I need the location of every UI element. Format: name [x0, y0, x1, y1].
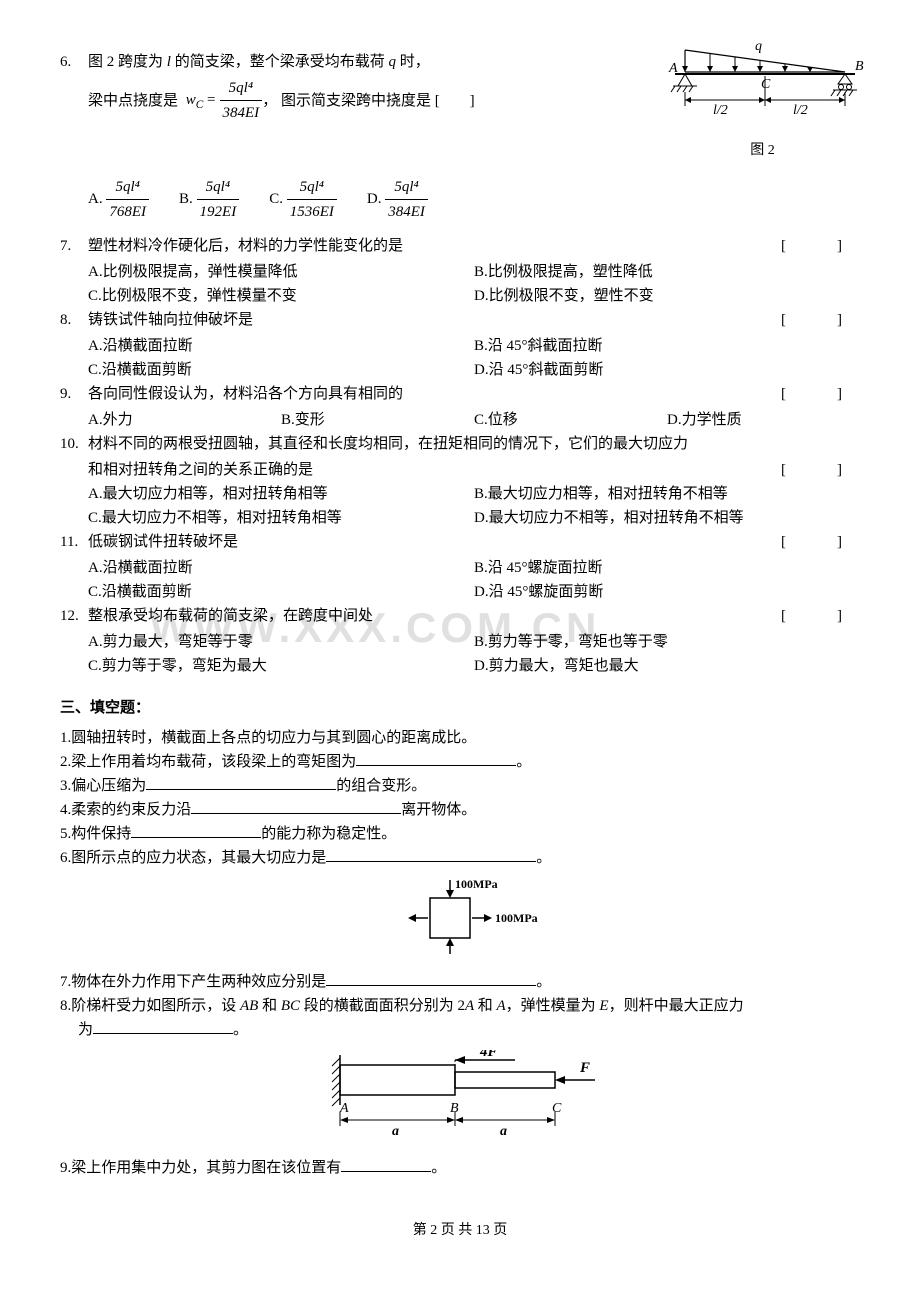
question-8: 8. 铸铁试件轴向拉伸破坏是 [ ]: [60, 308, 860, 332]
svg-text:F: F: [579, 1060, 590, 1076]
q7-options: A.比例极限提高，弹性模量降低B.比例极限提高，塑性降低: [88, 260, 860, 284]
q11-bracket: [ ]: [781, 530, 860, 554]
q9-B: B.变形: [281, 408, 474, 432]
q12-A: A.剪力最大，弯矩等于零: [88, 630, 474, 654]
svg-text:a: a: [392, 1124, 399, 1139]
fill-9: 9.梁上作用集中力处，其剪力图在该位置有。: [60, 1156, 860, 1180]
question-12: 12. 整根承受均布载荷的简支梁，在跨度中间处 [ ]: [60, 604, 860, 628]
svg-text:B: B: [855, 59, 864, 74]
q10-A: A.最大切应力相等，相对扭转角相等: [88, 482, 474, 506]
fill-8-line2: 为。: [78, 1018, 860, 1042]
q10-D: D.最大切应力不相等，相对扭转角不相等: [474, 506, 860, 530]
q6-optB: B. 5ql⁴192EI: [179, 175, 239, 224]
q8-options: A.沿横截面拉断B.沿 45°斜截面拉断: [88, 334, 860, 358]
q11-num: 11.: [60, 530, 88, 554]
q12-C: C.剪力等于零，弯矩为最大: [88, 654, 474, 678]
q8-B: B.沿 45°斜截面拉断: [474, 334, 860, 358]
q8-D: D.沿 45°斜截面剪断: [474, 358, 860, 382]
q11-text: 低碳钢试件扭转破坏是: [88, 534, 238, 550]
q10-bracket: [ ]: [781, 458, 860, 482]
q6-text-c: 时，: [400, 54, 430, 70]
q10-options: A.最大切应力相等，相对扭转角相等B.最大切应力相等，相对扭转角不相等: [88, 482, 860, 506]
q6-options: A. 5ql⁴768EI B. 5ql⁴192EI C. 5ql⁴1536EI …: [88, 175, 860, 224]
fill-5: 5.构件保持的能力称为稳定性。: [60, 822, 860, 846]
figure-2-label: 图 2: [655, 140, 870, 162]
question-10: 10. 材料不同的两根受扭圆轴，其直径和长度均相同，在扭矩相同的情况下，它们的最…: [60, 432, 860, 456]
q9-A: A.外力: [88, 408, 281, 432]
q6-num: 6.: [60, 50, 88, 74]
beam-diagram-svg: q A C B l/2 l/2: [655, 42, 870, 132]
fill-2: 2.梁上作用着均布载荷，该段梁上的弯矩图为。: [60, 750, 860, 774]
question-9: 9. 各向同性假设认为，材料沿各个方向具有相同的 [ ]: [60, 382, 860, 406]
q10-text2: 和相对扭转角之间的关系正确的是: [88, 462, 313, 478]
q8-num: 8.: [60, 308, 88, 332]
q10-B: B.最大切应力相等，相对扭转角不相等: [474, 482, 860, 506]
q12-options: A.剪力最大，弯矩等于零B.剪力等于零，弯矩也等于零: [88, 630, 860, 654]
svg-text:l/2: l/2: [713, 103, 728, 118]
q11-C: C.沿横截面剪断: [88, 580, 474, 604]
q8-bracket: [ ]: [781, 308, 860, 332]
figure-2: q A C B l/2 l/2 图 2: [655, 42, 870, 162]
fill-6: 6.图所示点的应力状态，其最大切应力是。: [60, 846, 860, 870]
q9-options: A.外力 B.变形 C.位移 D.力学性质: [88, 408, 860, 432]
svg-text:4F: 4F: [479, 1050, 498, 1060]
q9-D: D.力学性质: [667, 408, 860, 432]
q6-line2-b: ， 图示简支梁跨中挠度是 [ ]: [262, 89, 475, 113]
q9-num: 9.: [60, 382, 88, 406]
q10-num: 10.: [60, 432, 88, 456]
q12-bracket: [ ]: [781, 604, 860, 628]
q10-text1: 材料不同的两根受扭圆轴，其直径和长度均相同，在扭矩相同的情况下，它们的最大切应力: [88, 436, 688, 452]
q11-A: A.沿横截面拉断: [88, 556, 474, 580]
svg-text:100MPa: 100MPa: [495, 911, 538, 925]
q10-C: C.最大切应力不相等，相对扭转角相等: [88, 506, 474, 530]
fill-4: 4.柔索的约束反力沿离开物体。: [60, 798, 860, 822]
q6-line2-a: 梁中点挠度是: [88, 89, 178, 113]
fill-1: 1.圆轴扭转时，横截面上各点的切应力与其到圆心的距离成比。: [60, 726, 860, 750]
question-7: 7. 塑性材料冷作硬化后，材料的力学性能变化的是 [ ]: [60, 234, 860, 258]
q11-D: D.沿 45°螺旋面剪断: [474, 580, 860, 604]
q6-wc-frac: 5ql⁴ 384EI: [220, 76, 263, 125]
q7-A: A.比例极限提高，弹性模量降低: [88, 260, 474, 284]
q8-text: 铸铁试件轴向拉伸破坏是: [88, 312, 253, 328]
fill-6-figure: 100MPa 100MPa: [60, 876, 860, 964]
q6-text-a: 图 2 跨度为: [88, 54, 163, 70]
q11-B: B.沿 45°螺旋面拉断: [474, 556, 860, 580]
question-11: 11. 低碳钢试件扭转破坏是 [ ]: [60, 530, 860, 554]
q9-C: C.位移: [474, 408, 667, 432]
q12-B: B.剪力等于零，弯矩也等于零: [474, 630, 860, 654]
svg-text:A: A: [668, 61, 678, 76]
q7-B: B.比例极限提高，塑性降低: [474, 260, 860, 284]
fill-8: 8.阶梯杆受力如图所示，设 AB 和 BC 段的横截面面积分别为 2A 和 A，…: [60, 994, 860, 1018]
svg-text:a: a: [500, 1124, 507, 1139]
q12-num: 12.: [60, 604, 88, 628]
q6-text-b: 的简支梁，整个梁承受均布载荷: [175, 54, 385, 70]
section-3-title: 三、填空题：: [60, 696, 860, 720]
q6-optA: A. 5ql⁴768EI: [88, 175, 149, 224]
q7-num: 7.: [60, 234, 88, 258]
q8-A: A.沿横截面拉断: [88, 334, 474, 358]
fill-3: 3.偏心压缩为的组合变形。: [60, 774, 860, 798]
svg-text:C: C: [552, 1101, 562, 1116]
fill-8-figure: 4F F A B C a a: [60, 1050, 860, 1148]
fill-7: 7.物体在外力作用下产生两种效应分别是。: [60, 970, 860, 994]
svg-text:100MPa: 100MPa: [455, 877, 498, 891]
q9-bracket: [ ]: [781, 382, 860, 406]
q7-C: C.比例极限不变，弹性模量不变: [88, 284, 474, 308]
q7-bracket: [ ]: [781, 234, 860, 258]
q12-D: D.剪力最大，弯矩也最大: [474, 654, 860, 678]
q12-text: 整根承受均布载荷的简支梁，在跨度中间处: [88, 608, 373, 624]
svg-text:q: q: [755, 42, 762, 54]
q9-text: 各向同性假设认为，材料沿各个方向具有相同的: [88, 386, 403, 402]
q11-options: A.沿横截面拉断B.沿 45°螺旋面拉断: [88, 556, 860, 580]
page-footer: 第 2 页 共 13 页: [60, 1220, 860, 1242]
q8-C: C.沿横截面剪断: [88, 358, 474, 382]
q7-D: D.比例极限不变，塑性不变: [474, 284, 860, 308]
svg-text:l/2: l/2: [793, 103, 808, 118]
svg-text:C: C: [761, 77, 771, 92]
q6-optD: D. 5ql⁴384EI: [367, 175, 428, 224]
q7-text: 塑性材料冷作硬化后，材料的力学性能变化的是: [88, 238, 403, 254]
q6-optC: C. 5ql⁴1536EI: [269, 175, 337, 224]
